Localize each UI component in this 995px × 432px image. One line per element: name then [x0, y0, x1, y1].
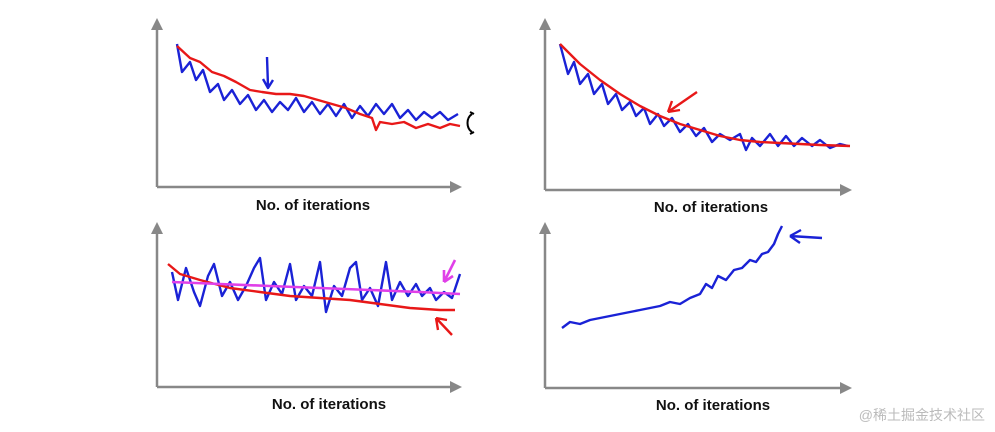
panel-bottom-left: No. of iterations: [151, 222, 462, 413]
pointer: [261, 56, 275, 90]
axes: [155, 230, 452, 389]
panel-top-right: No. of iterations: [539, 18, 852, 216]
curve: [558, 43, 849, 152]
arrow-head: [151, 18, 163, 30]
axes: [155, 26, 452, 189]
pointer: [666, 91, 698, 114]
panel-top-left: No. of iterations: [151, 18, 475, 214]
axes: [543, 26, 842, 192]
arrow-head: [450, 381, 462, 393]
pointer: [434, 316, 453, 336]
x-label: No. of iterations: [256, 197, 370, 214]
curve: [175, 43, 459, 122]
panel-bottom-right: No. of iterations: [539, 222, 852, 414]
axes: [543, 230, 842, 390]
pointer: [442, 259, 457, 284]
pointer: [789, 228, 823, 244]
arrow-head: [151, 222, 163, 234]
arrow-head: [450, 181, 462, 193]
curve: [559, 43, 851, 148]
x-label: No. of iterations: [654, 199, 768, 216]
curve: [176, 45, 461, 132]
curve: [171, 280, 461, 296]
arrow-head: [539, 222, 551, 234]
x-label: No. of iterations: [656, 397, 770, 414]
pointer: [466, 111, 475, 135]
watermark: @稀土掘金技术社区: [859, 407, 985, 423]
arrow-head: [840, 382, 852, 394]
curve: [561, 225, 784, 329]
x-label: No. of iterations: [272, 396, 386, 413]
arrow-head: [840, 184, 852, 196]
curve: [170, 256, 462, 314]
curve: [167, 263, 455, 312]
arrow-head: [539, 18, 551, 30]
